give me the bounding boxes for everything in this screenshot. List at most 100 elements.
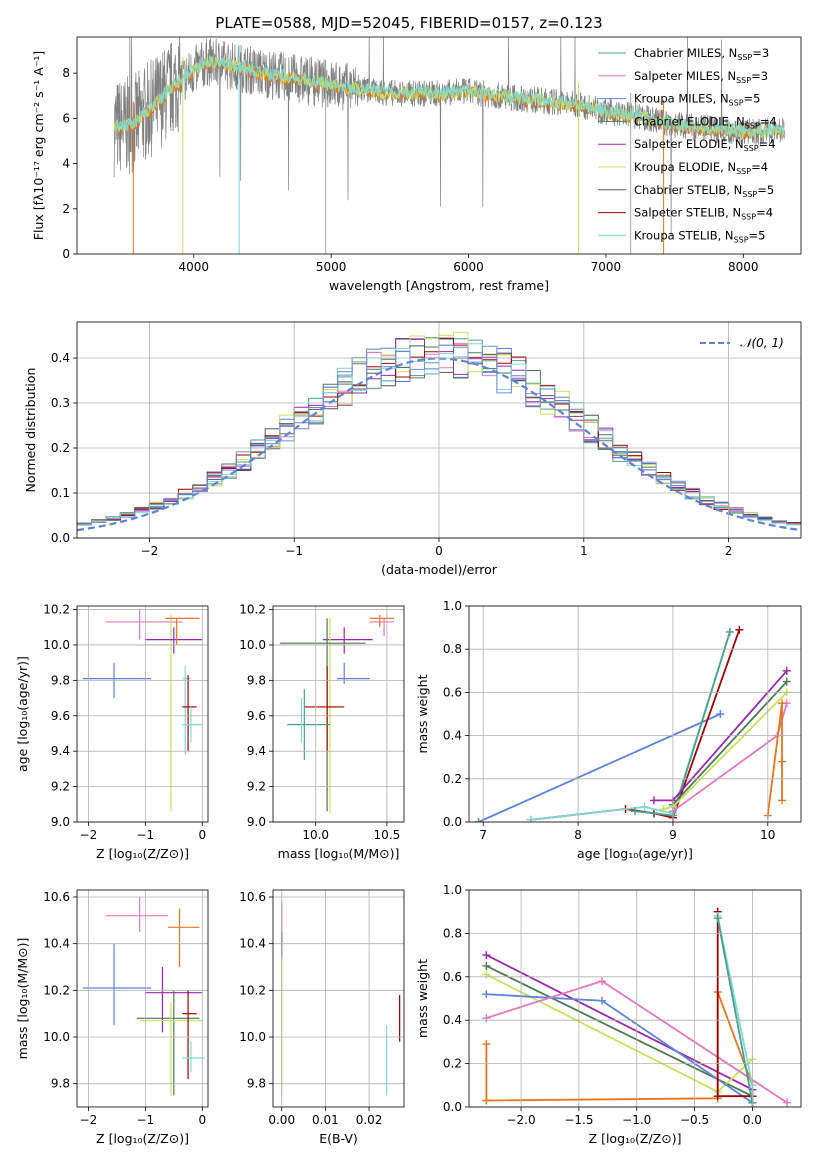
panel-6: −2 −1 0 9.8 10.0 10.2 10.4 10.6 Z [log₁₀(Z/Z⊙)] m… [15,889,209,1146]
legend-entry: Chabrier ELODIE, NSSP=4 [598,114,777,130]
axes-frame [272,889,405,1108]
series-marker [716,710,725,718]
y-tick-label: 0.0 [51,531,70,545]
series-line [486,965,753,1098]
x-axis-label: Z [log₁₀(Z/Z⊙)] [589,1131,682,1146]
y-tick-label: 10.0 [239,638,266,652]
y-tick-label: 0.4 [51,351,70,365]
series-marker [631,807,639,816]
y-tick-label: 1.0 [443,883,462,897]
series-marker [659,805,668,814]
series-marker [649,796,658,805]
legend-label: Salpeter MILES, NSSP=3 [634,69,768,85]
y-axis-label: Normed distribution [23,368,38,493]
panel-2: −2 −1 0 1 2 0.0 0.1 0.2 0.3 0.4 (data-model)/error… [23,321,802,577]
legend-label: Salpeter STELIB, NSSP=4 [634,206,773,222]
x-tick-label: −2 [80,1113,98,1127]
y-tick-label: 1.0 [443,599,462,613]
y-tick-label: 0.2 [51,441,70,455]
series-marker [783,1098,792,1107]
x-tick-label: 0 [435,544,443,558]
y-axis-label: Flux [fλ10⁻¹⁷ erg cm⁻² s⁻¹ A⁻¹] [31,51,46,240]
legend-entry: Kroupa STELIB, NSSP=5 [598,228,765,244]
legend-label: 𝒩(0, 1) [740,336,784,350]
x-tick-label: 0.02 [356,1113,383,1127]
y-tick-label: 0.0 [443,815,462,829]
x-tick-label: −2 [80,828,98,842]
series-line [478,713,721,822]
y-tick-label: 9.8 [51,1077,70,1091]
y-tick-label: 4 [62,157,70,171]
y-tick-label: 0.4 [443,729,462,743]
y-tick-label: 10.6 [239,890,266,904]
series-line [485,991,754,1102]
x-tick-label: 0 [198,828,206,842]
x-tick-label: 9 [669,828,677,842]
series-line [485,954,754,1103]
x-tick-label: 0.01 [312,1113,339,1127]
panel-3: −2 −1 0 9.0 9.2 9.4 9.6 9.8 10.0 10.2 Z [log₁₀(Z/Z… [15,603,209,861]
y-tick-label: 9.0 [51,815,70,829]
legend-label: Chabrier MILES, NSSP=3 [634,46,769,62]
errorbar-point [182,1041,206,1072]
errorbar-point [168,908,200,967]
x-tick-label: 7000 [591,260,622,274]
legend-label: Chabrier STELIB, NSSP=5 [634,183,774,199]
series-marker [713,1092,722,1101]
legend-label: Kroupa ELODIE, NSSP=4 [634,160,768,176]
x-tick-label: 10 [760,828,775,842]
weight-series [482,951,757,1107]
plot-area [82,897,206,1096]
x-axis-label: Z [log₁₀(Z/Z⊙)] [96,1131,189,1146]
weight-series [713,907,757,1101]
weight-series [526,625,744,822]
x-tick-label: −1.0 [622,1113,651,1127]
y-tick-label: 9.2 [51,780,70,794]
legend-entry: Kroupa MILES, NSSP=5 [598,92,760,108]
x-axis-label: (data-model)/error [381,562,498,577]
series-line [486,993,753,1104]
series-marker [640,802,649,811]
series-marker [725,627,734,636]
legend-label: Salpeter ELODIE, NSSP=4 [634,137,776,153]
series-marker [526,815,535,822]
axes-frame [76,889,209,1108]
x-tick-label: 2 [725,544,733,558]
plot-area [474,625,791,822]
series-line [716,918,754,1103]
y-tick-label: 9.4 [51,744,70,758]
y-tick-label: 10.0 [43,1030,70,1044]
errorbar-point [182,706,203,743]
x-tick-label: 1 [580,544,588,558]
series-marker [482,1040,491,1049]
panel-8: −2.0 −1.5 −1.0 −0.5 0.0 0.0 0.2 0.4 0.6 0.8 1.0 Z [… [415,883,802,1146]
x-tick-label: 10.0 [302,828,329,842]
y-tick-label: 9.8 [247,673,266,687]
weight-series [763,699,787,820]
series-marker [778,796,787,805]
legend-entry: Salpeter ELODIE, NSSP=4 [598,137,776,153]
errorbar-point [165,617,200,645]
axes-frame [468,605,802,823]
series-line [530,629,741,821]
errorbar-point [139,1002,203,1096]
y-tick-label: 0.1 [51,486,70,500]
y-tick-label: 10.2 [239,983,266,997]
panel-5: 7 8 9 10 0.0 0.2 0.4 0.6 0.8 1.0 age [log₁₀(age/yr… [415,599,802,861]
y-tick-label: 9.4 [247,744,266,758]
legend-entry: Salpeter STELIB, NSSP=4 [598,206,773,222]
y-axis-label: mass weight [415,674,430,753]
x-axis-label: Z [log₁₀(Z/Z⊙)] [96,846,189,861]
y-tick-label: 0.2 [443,772,462,786]
y-tick-label: 9.6 [247,709,266,723]
y-axis-label: mass weight [415,959,430,1038]
x-tick-label: 0.0 [743,1113,762,1127]
x-tick-label: −1 [285,544,303,558]
x-tick-label: −0.5 [680,1113,709,1127]
y-tick-label: 2 [62,202,70,216]
axes-frame [76,321,802,539]
legend-entry: Chabrier STELIB, NSSP=5 [598,183,774,199]
series-marker [598,977,607,986]
y-tick-label: 0.2 [443,1057,462,1071]
y-tick-label: 0.3 [51,396,70,410]
